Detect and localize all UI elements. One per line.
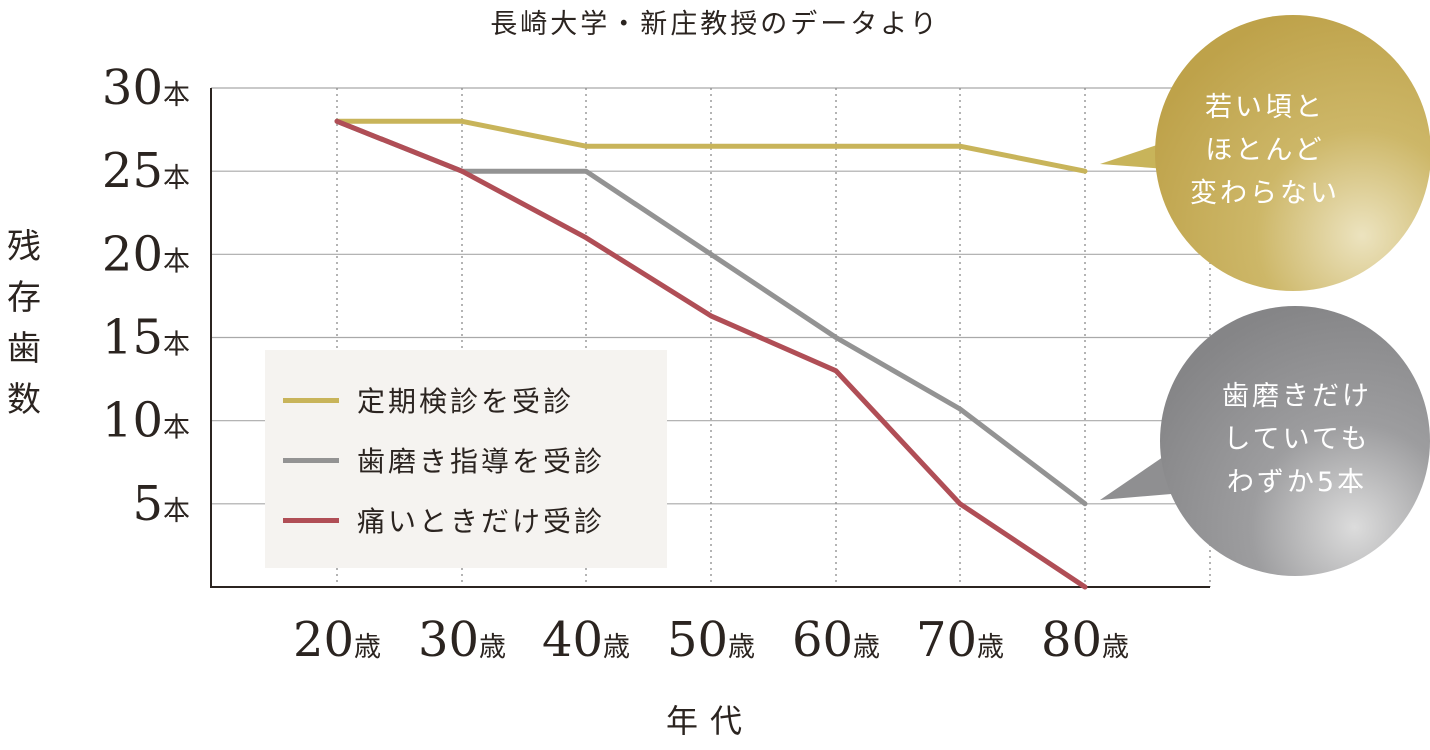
legend-swatch [283, 517, 339, 523]
y-tick-unit: 本 [163, 413, 190, 444]
y-tick-number: 5 [132, 476, 163, 532]
x-tick-label: 60歳 [792, 612, 880, 668]
y-tick-number: 20 [102, 226, 163, 282]
y-tick-unit: 本 [163, 163, 190, 194]
x-tick-unit: 歳 [728, 632, 755, 663]
callout-line: 変わらない [1190, 178, 1340, 209]
legend-swatch [283, 397, 339, 403]
legend-item: 定期検診を受診 [283, 380, 574, 420]
x-tick-label: 40歳 [542, 612, 630, 668]
y-tick-label: 10本 [102, 393, 190, 449]
y-axis-label-char: 数 [7, 380, 41, 420]
x-tick-number: 20 [293, 612, 354, 668]
y-axis-label-char: 残 [7, 227, 41, 267]
callout-line: わずか5本 [1226, 467, 1368, 498]
callout-line: ほとんど [1205, 135, 1325, 166]
x-axis-label: 年代 [665, 702, 754, 740]
x-tick-number: 30 [418, 612, 479, 668]
series-line [334, 118, 1088, 590]
y-tick-unit: 本 [163, 246, 190, 277]
y-axis-label-char: 存 [7, 278, 41, 318]
legend: 定期検診を受診 歯磨き指導を受診 痛いときだけ受診 [265, 350, 667, 568]
callout-line: 歯磨きだけ [1222, 381, 1372, 412]
y-axis-label: 残存歯数 [2, 222, 46, 426]
legend-label: 歯磨き指導を受診 [357, 445, 606, 478]
x-tick-number: 50 [667, 612, 728, 668]
y-tick-unit: 本 [163, 80, 190, 111]
x-tick-unit: 歳 [603, 632, 630, 663]
source-note: 長崎大学・新庄教授のデータより [490, 9, 940, 40]
callout-bubble-gold [1155, 15, 1430, 291]
legend-label: 痛いときだけ受診 [357, 505, 606, 538]
callout-line: 若い頃と [1205, 92, 1325, 123]
y-tick-label: 5本 [132, 476, 190, 532]
x-tick-unit: 歳 [1102, 632, 1129, 663]
callout-text-gray: 歯磨きだけ していても わずか5本 [1187, 375, 1407, 504]
legend-swatch [283, 457, 339, 463]
y-tick-label: 30本 [102, 60, 190, 116]
y-tick-number: 30 [102, 60, 163, 116]
x-tick-number: 80 [1041, 612, 1102, 668]
y-tick-label: 20本 [102, 226, 190, 282]
x-tick-unit: 歳 [479, 632, 506, 663]
x-tick-label: 70歳 [916, 612, 1004, 668]
legend-label: 定期検診を受診 [357, 385, 575, 418]
x-tick-label: 20歳 [293, 612, 381, 668]
y-tick-number: 15 [102, 310, 163, 366]
x-tick-number: 70 [916, 612, 977, 668]
legend-item: 痛いときだけ受診 [283, 500, 605, 540]
y-tick-label: 15本 [102, 310, 190, 366]
y-tick-unit: 本 [163, 496, 190, 527]
y-tick-label: 25本 [102, 143, 190, 199]
x-tick-label: 30歳 [418, 612, 506, 668]
x-tick-unit: 歳 [354, 632, 381, 663]
y-axis-label-char: 歯 [7, 329, 41, 369]
x-tick-unit: 歳 [977, 632, 1004, 663]
legend-item: 歯磨き指導を受診 [283, 440, 605, 480]
x-tick-label: 50歳 [667, 612, 755, 668]
y-tick-number: 10 [102, 393, 163, 449]
callout-bubble-gray [1160, 306, 1430, 576]
x-tick-unit: 歳 [853, 632, 880, 663]
x-tick-label: 80歳 [1041, 612, 1129, 668]
x-tick-number: 40 [542, 612, 603, 668]
x-tick-number: 60 [792, 612, 853, 668]
y-tick-number: 25 [102, 143, 163, 199]
series-line [334, 118, 1088, 174]
callout-text-gold: 若い頃と ほとんど 変わらない [1155, 86, 1375, 215]
y-tick-unit: 本 [163, 330, 190, 361]
callout-line: していても [1223, 424, 1371, 455]
